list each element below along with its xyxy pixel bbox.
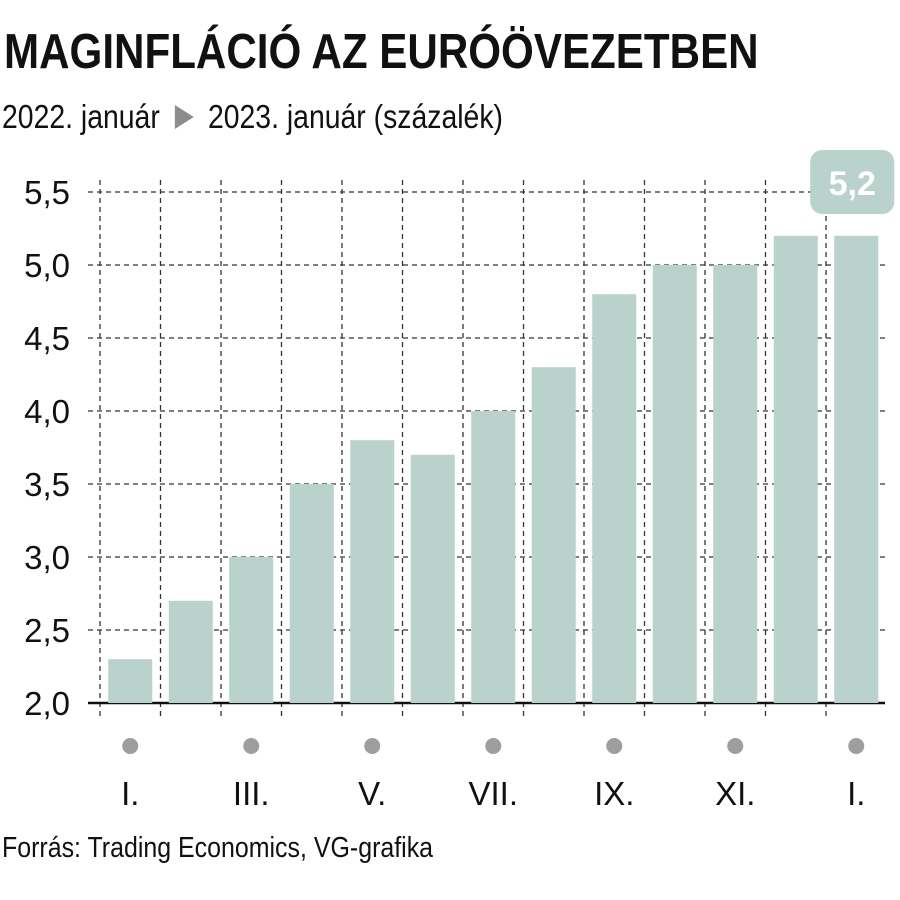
chart-title: MAGINFLÁCIÓ AZ EURÓÖVEZETBEN: [4, 25, 759, 79]
x-tick-label: III.: [233, 775, 270, 812]
y-tick-label: 5,5: [24, 174, 70, 211]
bar: [713, 265, 758, 703]
x-tick-label: IX.: [594, 775, 634, 812]
month-dot-icon: [848, 738, 865, 754]
y-tick-label: 2,0: [24, 685, 70, 722]
y-tick-label: 4,5: [24, 320, 70, 357]
month-dot-icon: [727, 738, 744, 754]
month-dot-icon: [364, 738, 381, 754]
bar: [471, 411, 516, 703]
month-dot-icon: [606, 738, 623, 754]
x-axis-dots: [122, 738, 865, 754]
month-dot-icon: [122, 738, 139, 754]
value-callout-label: 5,2: [829, 165, 876, 203]
bar: [531, 367, 576, 703]
y-tick-label: 3,5: [24, 466, 70, 503]
x-tick-label: XI.: [715, 775, 755, 812]
y-tick-label: 5,0: [24, 247, 70, 284]
bar: [652, 265, 697, 703]
x-axis-labels: I. III. V. VII. IX. XI. I.: [121, 775, 865, 812]
bars-layer: [108, 235, 879, 704]
y-tick-label: 4,0: [24, 393, 70, 430]
x-tick-label: I.: [847, 775, 865, 812]
callout-layer: 5,2: [810, 150, 895, 214]
bar: [834, 235, 879, 704]
bar: [773, 235, 818, 704]
chart-subtitle: 2022. január 2023. január (százalék): [2, 100, 503, 133]
bar: [592, 294, 637, 703]
value-callout: [810, 150, 895, 214]
source-note: Forrás: Trading Economics, VG-grafika: [2, 832, 434, 864]
bar: [350, 440, 395, 703]
bar: [108, 659, 153, 703]
y-tick-label: 3,0: [24, 539, 70, 576]
subtitle-from: 2022. január: [2, 98, 160, 135]
x-tick-label: VII.: [468, 775, 518, 812]
bar: [289, 484, 334, 703]
x-tick-label: V.: [358, 775, 386, 812]
y-axis-labels: 2,0 2,5 3,0 3,5 4,0 4,5 5,0 5,5: [24, 174, 70, 722]
month-dot-icon: [243, 738, 260, 754]
bar: [168, 600, 213, 703]
x-tick-label: I.: [121, 775, 139, 812]
bar: [410, 454, 455, 703]
month-dot-icon: [485, 738, 502, 754]
play-arrow-icon: [175, 104, 195, 129]
subtitle-to: 2023. január (százalék): [207, 98, 503, 135]
bar: [229, 557, 274, 703]
y-tick-label: 2,5: [24, 612, 70, 649]
